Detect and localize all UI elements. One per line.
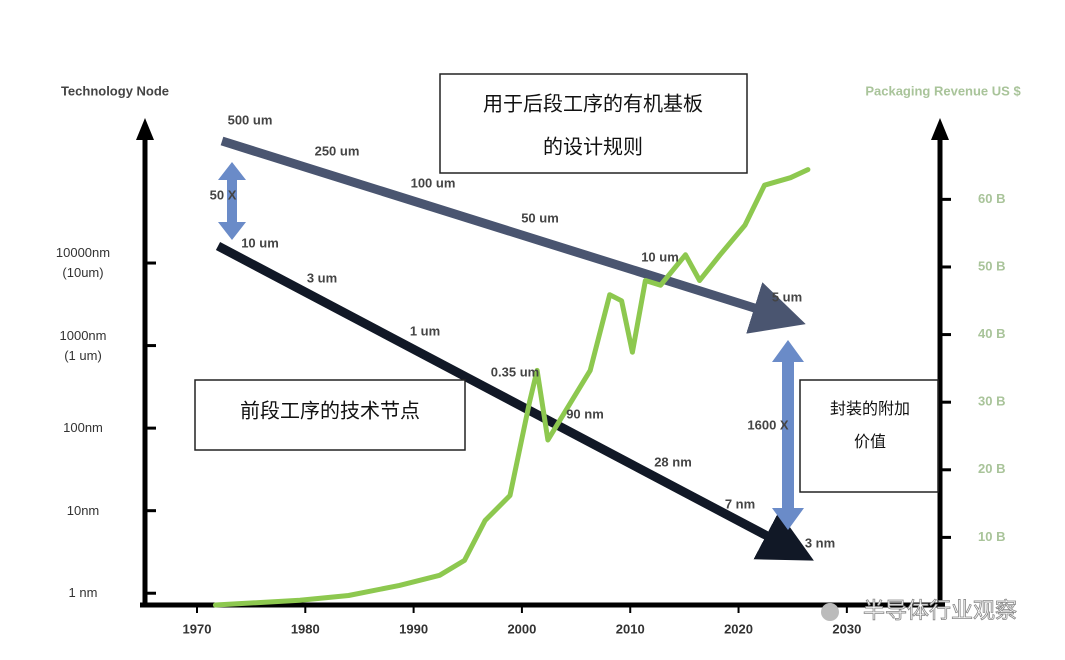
watermark: 半导体行业观察: [863, 598, 1017, 623]
annotation: 28 nm: [654, 454, 692, 469]
y-tick-label: 1 nm: [68, 585, 98, 601]
y-tick-label: 10nm: [66, 502, 100, 518]
y2-tick-label: 30 B: [978, 394, 1005, 409]
note-box: [799, 379, 939, 493]
note-text: 封装的附加: [830, 400, 910, 418]
note-text: 用于后段工序的有机基板: [483, 92, 703, 115]
revenue-line: [212, 167, 811, 608]
ratio-arrow: [772, 340, 804, 530]
note-text: 的设计规则: [543, 135, 643, 158]
y2-tick-label: 20 B: [978, 461, 1005, 476]
annotation: 50 X: [210, 187, 237, 202]
x-tick-label: 2030: [832, 621, 861, 636]
axes: [136, 118, 951, 613]
x-tick-label: 2000: [507, 621, 536, 636]
boxes: 用于后段工序的有机基板 的设计规则 前段工序的技术节点 封装的附加 价值: [194, 73, 939, 493]
annotation: 0.35 um: [491, 364, 539, 379]
back-end-arrow: [220, 136, 806, 334]
annotation: 3 nm: [805, 535, 835, 550]
y-axis-title: Technology Node: [61, 83, 169, 98]
annotation: 3 um: [307, 270, 337, 285]
annotation: 5 um: [772, 289, 802, 304]
annotation: 10 um: [241, 235, 279, 250]
y2-tick-label: 40 B: [978, 326, 1005, 341]
watermark-icon: [821, 603, 839, 621]
annotation: 90 nm: [566, 406, 604, 421]
annotation: 50 um: [521, 210, 559, 225]
y-tick-label: 10000nm (10um): [55, 245, 111, 281]
y-tick-label: 1000nm (1 um): [59, 327, 107, 363]
note-text: 价值: [854, 433, 886, 451]
x-tick-label: 1980: [291, 621, 320, 636]
annotation: 500 um: [228, 112, 273, 127]
y2-tick-label: 10 B: [978, 529, 1005, 544]
y2-axis-title: Packaging Revenue US $: [865, 83, 1021, 98]
front-end-arrow: [215, 242, 814, 561]
annotation: 1 um: [410, 323, 440, 338]
x-tick-label: 1970: [183, 621, 212, 636]
y2-axis-arrow: [931, 118, 949, 140]
annotation: 1600 X: [747, 417, 789, 432]
note-text: 前段工序的技术节点: [240, 399, 420, 422]
y2-tick-label: 50 B: [978, 258, 1005, 273]
y-axis-arrow: [136, 118, 154, 140]
x-tick-label: 1990: [399, 621, 428, 636]
annotation: 250 um: [315, 143, 360, 158]
annotation: 100 um: [411, 175, 456, 190]
x-tick-label: 2010: [616, 621, 645, 636]
annotation: 7 nm: [725, 496, 755, 511]
note-box: [439, 73, 748, 174]
y2-tick-label: 60 B: [978, 191, 1005, 206]
note-box: [194, 379, 466, 451]
y-tick-label: 100nm: [63, 420, 103, 436]
ratio-arrow: [218, 162, 246, 240]
annotation: 10 um: [641, 249, 679, 264]
x-tick-label: 2020: [724, 621, 753, 636]
